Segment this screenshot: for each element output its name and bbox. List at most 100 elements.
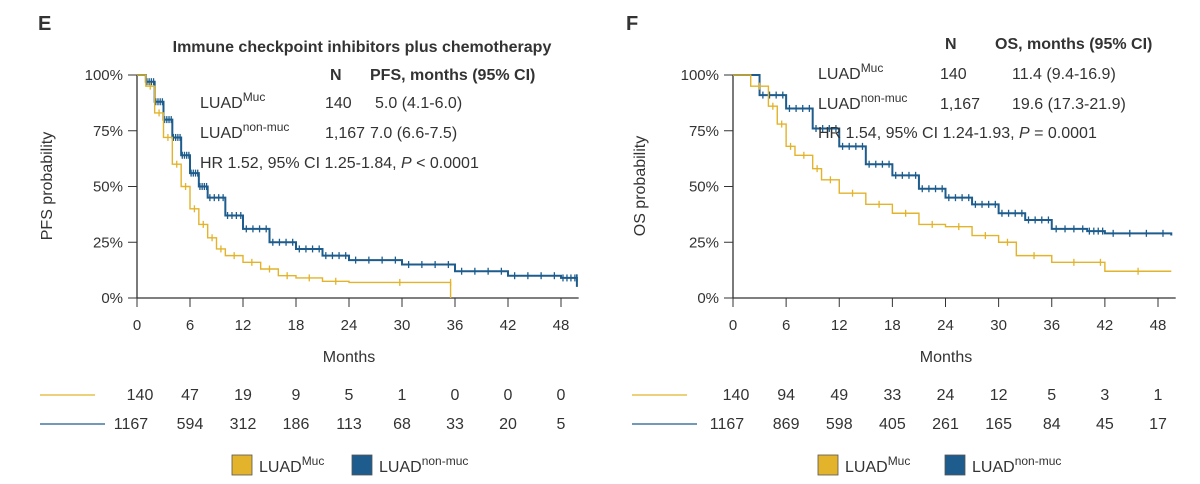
x-tick-label: 42 <box>500 317 517 334</box>
legend-swatch <box>944 454 966 476</box>
at-risk-value: 5 <box>345 387 354 404</box>
x-tick-label: 42 <box>1097 317 1114 334</box>
stat-value: 7.0 (6.6-7.5) <box>370 125 457 142</box>
y-tick-label: 0% <box>101 290 123 307</box>
hazard-ratio: HR 1.54, 95% CI 1.24-1.93, P = 0.0001 <box>818 125 1097 142</box>
hazard-ratio: HR 1.52, 95% CI 1.25-1.84, P < 0.0001 <box>200 155 479 172</box>
x-tick-label: 24 <box>937 317 954 334</box>
stat-n: 140 <box>940 66 967 83</box>
x-axis-label: Months <box>323 349 375 366</box>
x-tick-label: 36 <box>447 317 464 334</box>
stat-n: 1,167 <box>325 125 365 142</box>
y-tick-label: 25% <box>689 234 719 251</box>
x-tick-label: 24 <box>341 317 358 334</box>
x-tick-label: 12 <box>235 317 252 334</box>
at-risk-value: 47 <box>181 387 199 404</box>
at-risk-value: 140 <box>127 387 154 404</box>
stat-group-label: LUADMuc <box>818 61 883 83</box>
at-risk-value: 68 <box>393 416 411 433</box>
group-superscript: non-muc <box>861 91 908 105</box>
x-axis-label: Months <box>920 349 972 366</box>
group-name: LUAD <box>818 66 861 83</box>
y-tick-label: 100% <box>85 67 123 84</box>
group-superscript: Muc <box>861 61 884 75</box>
stat-header: PFS, months (95% CI) <box>370 67 535 84</box>
at-risk-value: 594 <box>177 416 204 433</box>
x-tick-label: 30 <box>990 317 1007 334</box>
at-risk-value: 1 <box>398 387 407 404</box>
y-tick-label: 75% <box>93 123 123 140</box>
legend-swatch <box>817 454 839 476</box>
at-risk-value: 3 <box>1100 387 1109 404</box>
y-tick-label: 50% <box>93 179 123 196</box>
y-axis-label: PFS probability <box>39 132 56 241</box>
km-curve-muc <box>733 74 1172 272</box>
group-name: LUAD <box>818 96 861 113</box>
group-name: LUAD <box>200 95 243 112</box>
y-tick-label: 50% <box>689 179 719 196</box>
at-risk-value: 140 <box>723 387 750 404</box>
x-tick-label: 18 <box>884 317 901 334</box>
at-risk-value: 1 <box>1154 387 1163 404</box>
group-superscript: non-muc <box>243 120 290 134</box>
stat-value: 19.6 (17.3-21.9) <box>1012 96 1126 113</box>
legend-label: LUADMuc <box>845 454 910 476</box>
km-curve-muc <box>137 74 452 298</box>
panel-label: F <box>626 13 638 35</box>
at-risk-value: 5 <box>1047 387 1056 404</box>
km-curve-nonmuc <box>733 74 1173 236</box>
at-risk-value: 165 <box>985 416 1012 433</box>
legend-swatch <box>231 454 253 476</box>
at-risk-value: 24 <box>937 387 955 404</box>
x-tick-label: 36 <box>1043 317 1060 334</box>
at-risk-value: 312 <box>230 416 257 433</box>
at-risk-value: 598 <box>826 416 853 433</box>
at-risk-value: 113 <box>336 416 362 433</box>
at-risk-value: 1167 <box>114 416 149 433</box>
stat-group-label: LUADMuc <box>200 90 265 112</box>
stat-value: 11.4 (9.4-16.9) <box>1012 66 1116 83</box>
stat-group-label: LUADnon-muc <box>200 120 289 142</box>
y-axis-label: OS probability <box>632 136 649 237</box>
stat-value: 5.0 (4.1-6.0) <box>375 95 462 112</box>
stat-header: OS, months (95% CI) <box>995 36 1152 53</box>
x-tick-label: 0 <box>133 317 141 334</box>
n-header: N <box>945 36 957 53</box>
legend-label: LUADMuc <box>259 454 324 476</box>
legend-swatch <box>351 454 373 476</box>
at-risk-value: 5 <box>557 416 566 433</box>
x-tick-label: 6 <box>782 317 790 334</box>
y-tick-label: 100% <box>681 67 719 84</box>
legend-label: LUADnon-muc <box>379 454 468 476</box>
at-risk-value: 1167 <box>710 416 745 433</box>
panel-F: F 0% 25% 50% 75% 100% 0 6 12 18 24 30 36 42 48 Months OS… <box>626 13 1176 476</box>
at-risk-value: 869 <box>773 416 800 433</box>
at-risk-value: 33 <box>446 416 464 433</box>
at-risk-value: 94 <box>777 387 795 404</box>
group-name: LUAD <box>200 125 243 142</box>
at-risk-value: 49 <box>830 387 848 404</box>
y-tick-label: 0% <box>697 290 719 307</box>
x-tick-label: 48 <box>553 317 570 334</box>
at-risk-value: 45 <box>1096 416 1114 433</box>
at-risk-value: 19 <box>234 387 252 404</box>
at-risk-value: 17 <box>1149 416 1167 433</box>
at-risk-value: 33 <box>883 387 901 404</box>
stat-group-label: LUADnon-muc <box>818 91 907 113</box>
at-risk-value: 84 <box>1043 416 1061 433</box>
x-tick-label: 30 <box>394 317 411 334</box>
x-tick-label: 6 <box>186 317 194 334</box>
at-risk-value: 0 <box>557 387 566 404</box>
at-risk-value: 9 <box>292 387 301 404</box>
x-tick-label: 0 <box>729 317 737 334</box>
panel-E: E Immune checkpoint inhibitors plus chemo… <box>38 13 579 476</box>
at-risk-value: 261 <box>932 416 959 433</box>
stat-n: 1,167 <box>940 96 980 113</box>
legend-label: LUADnon-muc <box>972 454 1061 476</box>
at-risk-value: 12 <box>990 387 1008 404</box>
group-superscript: Muc <box>243 90 266 104</box>
y-tick-label: 25% <box>93 234 123 251</box>
x-tick-label: 18 <box>288 317 305 334</box>
x-tick-label: 48 <box>1150 317 1167 334</box>
